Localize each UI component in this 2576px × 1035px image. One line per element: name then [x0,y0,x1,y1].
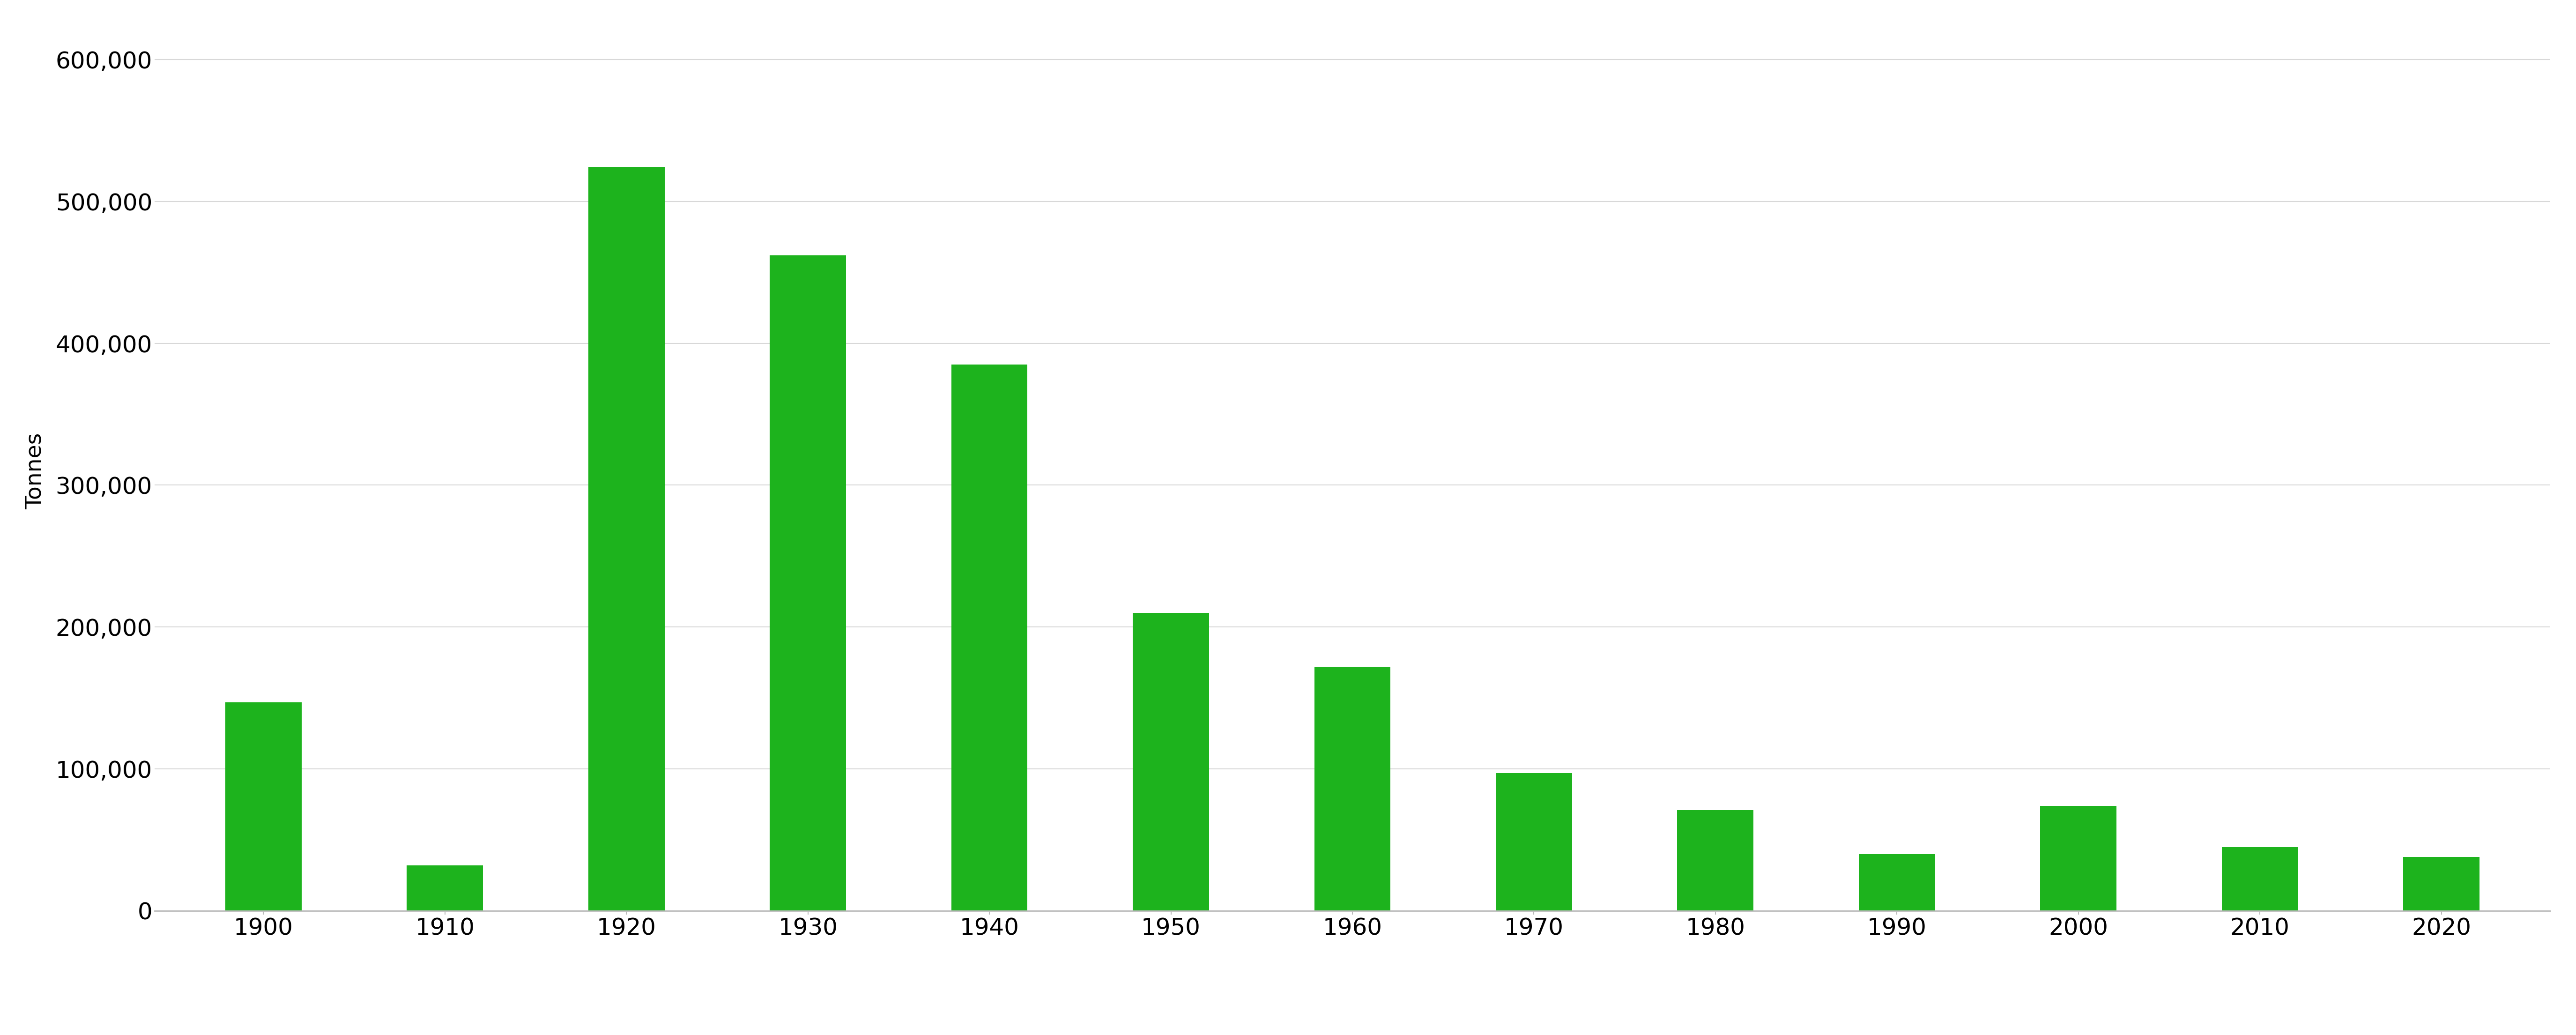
Bar [1860,854,1935,911]
Bar [2040,806,2117,911]
Bar [2403,857,2481,911]
Bar [1677,810,1754,911]
Bar [1314,667,1391,911]
Bar [951,364,1028,911]
Y-axis label: Tonnes: Tonnes [26,433,46,509]
Bar [2221,847,2298,911]
Bar [407,865,484,911]
Bar [587,168,665,911]
Bar [224,702,301,911]
Bar [1497,773,1571,911]
Bar [1133,613,1208,911]
Bar [770,256,845,911]
